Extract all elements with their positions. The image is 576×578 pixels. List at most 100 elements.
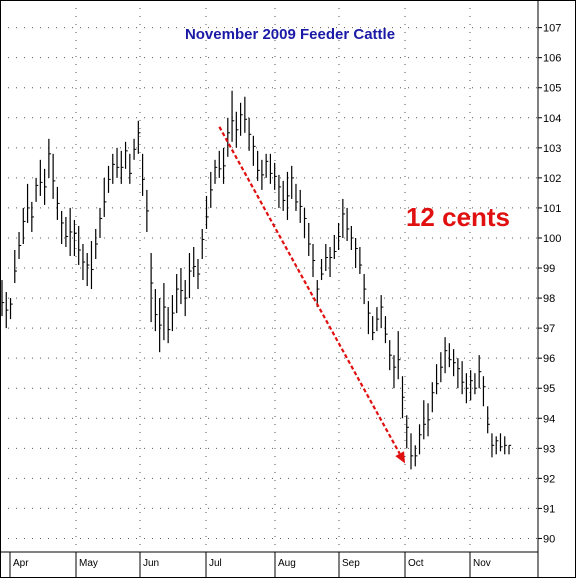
- price-bar: [163, 283, 167, 341]
- price-bar: [22, 207, 26, 244]
- price-bar: [431, 382, 435, 413]
- price-bar: [103, 177, 107, 217]
- price-bar: [197, 259, 201, 290]
- y-tick-label: 100: [543, 233, 561, 245]
- y-tick-label: 106: [543, 53, 561, 65]
- price-bar: [329, 246, 333, 278]
- x-tick-label: Apr: [13, 558, 29, 569]
- price-bar: [146, 189, 150, 232]
- y-tick-label: 92: [543, 473, 555, 485]
- y-tick-label: 103: [543, 143, 561, 155]
- y-tick-label: 98: [543, 293, 555, 305]
- price-bar: [401, 376, 405, 419]
- y-tick-label: 93: [543, 443, 555, 455]
- price-bar: [465, 373, 469, 404]
- price-bar: [418, 424, 422, 455]
- price-bar: [78, 225, 81, 266]
- price-bar: [244, 96, 248, 133]
- price-bar: [14, 249, 17, 284]
- price-bar: [218, 150, 222, 178]
- price-bar: [56, 186, 60, 220]
- price-bar: [295, 183, 299, 211]
- price-bar: [107, 165, 111, 193]
- price-bar: [423, 400, 426, 440]
- price-bar: [482, 376, 486, 407]
- x-tick-label: Jul: [209, 558, 222, 569]
- price-bar: [95, 228, 98, 260]
- price-bar: [1, 280, 5, 317]
- price-bar: [201, 228, 205, 260]
- price-bar: [171, 295, 175, 332]
- price-bar: [355, 237, 358, 269]
- price-bar: [159, 298, 162, 353]
- price-bar: [116, 147, 120, 178]
- price-bar: [124, 141, 128, 169]
- price-bar: [133, 138, 137, 160]
- price-bar: [367, 301, 371, 335]
- price-bar: [129, 153, 133, 184]
- y-tick-label: 101: [543, 203, 561, 215]
- price-bar: [376, 307, 380, 332]
- y-tick-label: 96: [543, 353, 555, 365]
- price-bar: [316, 280, 320, 308]
- price-bar: [214, 159, 218, 184]
- chart-title: November 2009 Feeder Cattle: [185, 26, 395, 43]
- price-bar: [504, 436, 507, 455]
- price-bar: [350, 225, 354, 250]
- price-bar: [222, 147, 226, 184]
- price-bar: [278, 174, 282, 208]
- price-bar: [176, 274, 179, 314]
- price-bar: [39, 159, 43, 196]
- price-bar: [257, 150, 260, 181]
- price-bar: [265, 153, 269, 178]
- price-bar: [499, 433, 503, 452]
- price-bar: [435, 364, 439, 395]
- price-bar: [393, 355, 397, 389]
- price-bar: [86, 253, 90, 287]
- y-tick-label: 94: [543, 413, 555, 425]
- price-bar: [31, 201, 35, 232]
- price-bar: [9, 298, 13, 320]
- price-bar: [227, 117, 231, 157]
- y-tick-label: 104: [543, 113, 561, 125]
- x-tick-label: Nov: [473, 558, 491, 569]
- price-bar: [346, 207, 350, 241]
- price-bar: [325, 243, 328, 272]
- price-bar: [167, 307, 171, 344]
- price-bar: [389, 340, 392, 371]
- price-change-annotation: 12 cents: [406, 202, 510, 232]
- price-bar: [188, 253, 192, 299]
- price-bar: [248, 117, 252, 151]
- price-bar: [397, 331, 401, 380]
- y-tick-label: 91: [543, 503, 555, 515]
- price-bar: [508, 444, 512, 455]
- price-bar: [180, 268, 184, 305]
- trend-arrow-line: [218, 126, 401, 455]
- price-bar: [440, 352, 444, 383]
- price-bar: [427, 403, 431, 437]
- price-bar: [18, 231, 22, 260]
- price-bar: [210, 171, 213, 208]
- price-bar: [337, 222, 341, 250]
- price-bar: [35, 177, 39, 202]
- y-tick-label: 95: [543, 383, 555, 395]
- price-bar: [448, 343, 452, 368]
- price-bar: [141, 153, 145, 196]
- price-bar: [269, 153, 273, 184]
- price-bar: [380, 295, 384, 329]
- price-bar: [495, 436, 499, 455]
- price-bar: [359, 246, 363, 275]
- price-bar: [73, 219, 77, 257]
- price-bar: [137, 120, 141, 154]
- price-bar: [406, 415, 409, 449]
- price-bar: [44, 168, 47, 205]
- price-bar: [291, 165, 294, 199]
- grid: [0, 0, 538, 552]
- price-bar: [478, 355, 482, 389]
- price-bar: [235, 111, 239, 148]
- price-bar: [457, 358, 461, 389]
- y-tick-label: 105: [543, 83, 561, 95]
- price-bar: [90, 240, 94, 290]
